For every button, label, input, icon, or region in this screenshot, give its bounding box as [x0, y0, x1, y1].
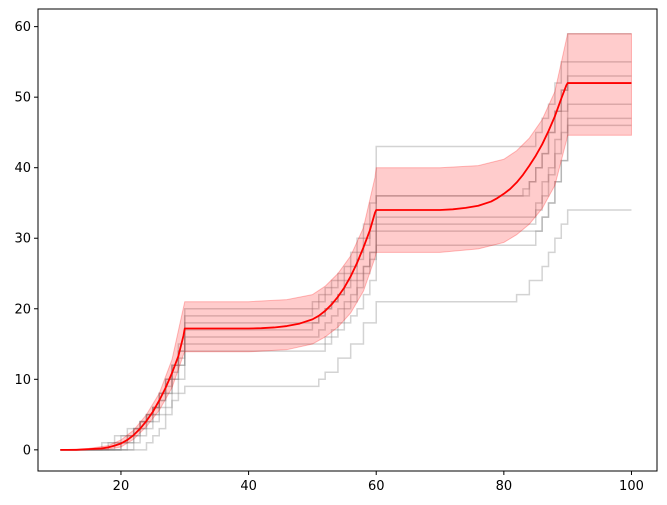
y-tick-label-40: 40: [14, 161, 31, 176]
y-tick-label-50: 50: [14, 91, 31, 106]
mean-line-layer: [60, 82, 632, 451]
mean-line: [60, 82, 632, 451]
x-tick-label-60: 60: [368, 479, 385, 494]
sample-line-5: [60, 124, 632, 451]
y-tick-label-20: 20: [14, 302, 31, 317]
y-tick-label-0: 0: [23, 443, 31, 458]
confidence-band-layer: [60, 33, 632, 451]
y-tick-label-60: 60: [14, 20, 31, 35]
x-tick-label-20: 20: [113, 479, 130, 494]
y-tick-label-30: 30: [14, 232, 31, 247]
y-tick-label-10: 10: [14, 373, 31, 388]
x-tick-label-100: 100: [619, 479, 644, 494]
y-axis: 0 10 20 30 40 50 60: [14, 20, 38, 458]
plot-background: [38, 9, 657, 471]
x-tick-label-40: 40: [240, 479, 257, 494]
sample-line-8: [60, 75, 632, 451]
plot-frame: [37, 8, 658, 472]
sample-line-3: [60, 103, 632, 451]
x-tick-label-80: 80: [496, 479, 513, 494]
sample-line-6: [60, 32, 632, 451]
confidence-band: [60, 33, 632, 451]
plot-area: [60, 32, 632, 451]
x-axis: 20 40 60 80 100: [113, 471, 644, 494]
sample-line-7: [60, 209, 632, 451]
sample-line-4: [60, 117, 632, 451]
